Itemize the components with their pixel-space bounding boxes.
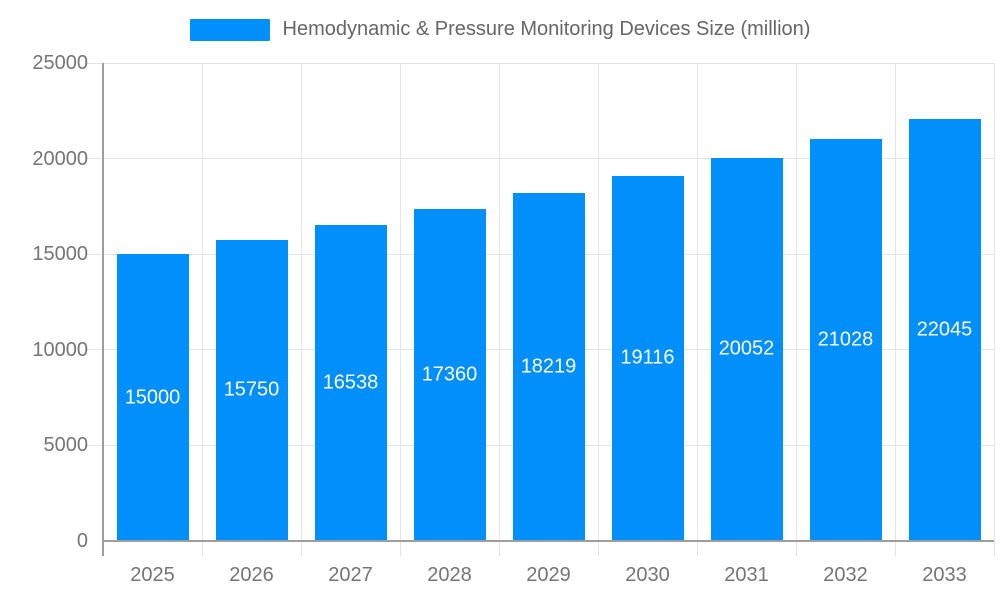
x-axis-tick-label: 2026 <box>229 564 274 586</box>
x-gridline <box>597 63 599 556</box>
x-axis-tick-label: 2028 <box>427 564 472 586</box>
x-axis-line <box>103 540 994 542</box>
x-axis-tick-label: 2031 <box>724 564 769 586</box>
legend-swatch-icon <box>189 18 270 41</box>
y-gridline <box>87 62 994 64</box>
bar-value-label: 21028 <box>817 328 874 351</box>
bar-2032[interactable]: 21028 <box>809 138 882 541</box>
x-gridline <box>795 63 797 556</box>
legend-label: Hemodynamic & Pressure Monitoring Device… <box>282 18 811 40</box>
y-axis-line <box>102 63 104 556</box>
x-axis-tick-label: 2025 <box>130 564 175 586</box>
y-gridline <box>87 158 994 160</box>
bar-2033[interactable]: 22045 <box>908 119 981 541</box>
y-axis-tick-label: 10000 <box>32 338 88 361</box>
y-axis-tick-label: 25000 <box>32 52 88 74</box>
bar-2026[interactable]: 15750 <box>215 239 288 541</box>
bar-2025[interactable]: 15000 <box>116 254 189 541</box>
x-axis-tick-label: 2032 <box>823 564 868 586</box>
chart-legend[interactable]: Hemodynamic & Pressure Monitoring Device… <box>0 18 1000 41</box>
x-gridline <box>300 63 302 556</box>
x-gridline <box>696 63 698 556</box>
x-gridline <box>399 63 401 556</box>
x-gridline <box>894 63 896 556</box>
bar-2028[interactable]: 17360 <box>413 209 486 541</box>
x-gridline <box>498 63 500 556</box>
bar-2031[interactable]: 20052 <box>710 157 783 541</box>
bar-2029[interactable]: 18219 <box>512 192 585 541</box>
bar-value-label: 18219 <box>520 355 577 378</box>
bar-value-label: 20052 <box>718 337 775 360</box>
x-axis-tick-label: 2033 <box>922 564 967 586</box>
bar-value-label: 17360 <box>421 363 478 386</box>
x-gridline <box>201 63 203 556</box>
bar-value-label: 15750 <box>223 378 280 401</box>
y-axis-tick-label: 5000 <box>43 434 89 457</box>
x-axis-tick-label: 2030 <box>625 564 670 586</box>
y-axis-tick-label: 20000 <box>32 147 88 170</box>
bar-value-label: 19116 <box>620 346 675 369</box>
bar-value-label: 22045 <box>916 318 973 341</box>
bar-2027[interactable]: 16538 <box>314 224 387 541</box>
bar-value-label: 16538 <box>322 371 379 394</box>
bar-2030[interactable]: 19116 <box>611 175 684 541</box>
bar-value-label: 15000 <box>124 386 181 409</box>
y-axis-tick-label: 0 <box>76 530 88 552</box>
x-axis-tick-label: 2027 <box>328 564 373 586</box>
x-axis-tick-label: 2029 <box>526 564 571 586</box>
y-axis-tick-label: 15000 <box>32 243 88 266</box>
x-gridline <box>993 63 995 556</box>
